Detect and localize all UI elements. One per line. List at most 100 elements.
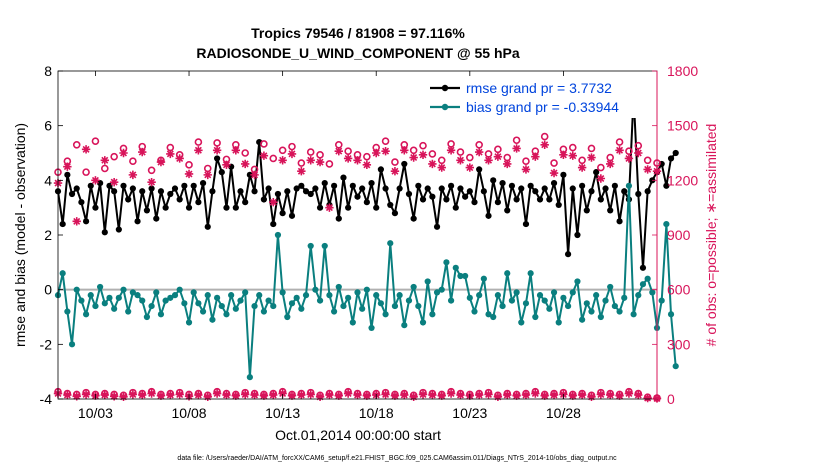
bias-point: [73, 286, 80, 293]
obs-bottom-assimilated-marker: [390, 391, 400, 400]
obs-assimilated-marker: [222, 160, 231, 170]
legend-rmse-label: rmse grand pr = 3.7732: [466, 80, 612, 96]
bias-point: [106, 294, 113, 301]
rmse-point: [667, 155, 675, 162]
obs-assimilated-marker: [109, 177, 119, 187]
rmse-point: [316, 204, 324, 211]
bias-point: [92, 302, 99, 310]
rmse-point: [433, 223, 441, 230]
obs-assimilated-marker: [175, 154, 184, 163]
bias-point: [644, 275, 651, 282]
bias-point: [101, 300, 108, 307]
rmse-point: [359, 185, 366, 192]
obs-possible-marker: [129, 157, 137, 165]
bias-point: [560, 294, 567, 301]
obs-assimilated-marker: [259, 151, 269, 160]
rmse-point: [284, 188, 291, 195]
bias-point: [433, 289, 441, 296]
rmse-point: [354, 193, 361, 200]
obs-assimilated-marker: [606, 159, 615, 169]
obs-possible-marker: [615, 138, 624, 146]
rmse-point: [232, 204, 239, 211]
rmse-point: [518, 185, 525, 192]
obs-possible-marker: [100, 164, 109, 173]
obs-assimilated-marker: [540, 140, 549, 149]
y-left-tick-label: 2: [44, 227, 52, 243]
rmse-point: [569, 185, 576, 192]
obs-possible-marker: [466, 153, 474, 162]
bias-point: [630, 311, 637, 318]
legend: rmse grand pr = 3.7732 bias grand pr = -…: [426, 76, 652, 118]
bias-point: [377, 300, 384, 307]
legend-rmse-marker: [441, 84, 449, 92]
obs-possible-marker: [419, 141, 427, 150]
bias-point: [391, 302, 399, 310]
rmse-point: [504, 207, 511, 214]
obs-assimilated-marker: [91, 176, 100, 185]
obs-possible-marker: [316, 151, 324, 159]
bias-point: [246, 374, 253, 381]
rmse-point: [405, 190, 413, 198]
rmse-point: [265, 185, 272, 192]
bias-point: [462, 272, 469, 280]
obs-possible-marker: [634, 141, 643, 150]
rmse-point: [508, 182, 516, 189]
bias-point: [579, 316, 586, 323]
obs-possible-marker: [91, 137, 100, 145]
obs-bottom-assimilated-marker: [643, 393, 652, 403]
bias-point: [480, 275, 487, 282]
bias-point: [307, 242, 314, 250]
rmse-point: [181, 182, 188, 189]
bias-point: [120, 286, 127, 293]
obs-assimilated-marker: [549, 168, 559, 178]
rmse-point: [298, 182, 305, 189]
bias-point: [129, 289, 136, 296]
obs-bottom-assimilated-marker: [334, 391, 343, 400]
rmse-point: [162, 204, 169, 211]
bias-point: [162, 297, 169, 304]
obs-bottom-assimilated-marker: [166, 390, 175, 400]
bias-point: [293, 294, 300, 301]
bias-point: [157, 311, 165, 318]
obs-assimilated-marker: [72, 217, 81, 226]
obs-possible-marker: [306, 148, 315, 156]
obs-assimilated-marker: [156, 157, 166, 167]
obs-possible-marker: [381, 137, 390, 145]
rmse-point: [82, 218, 90, 225]
bias-point: [667, 311, 675, 318]
rmse-point: [153, 215, 160, 222]
bias-point: [153, 289, 160, 296]
obs-possible-marker: [213, 139, 221, 147]
bias-point: [302, 292, 310, 299]
obs-bottom-assimilated-marker: [128, 390, 138, 399]
obs-assimilated-marker: [484, 156, 493, 165]
obs-bottom-assimilated-marker: [194, 390, 203, 400]
obs-bottom-assimilated-marker: [446, 389, 456, 398]
rmse-point: [443, 196, 450, 203]
obs-possible-marker: [278, 146, 287, 155]
bias-point: [312, 286, 319, 293]
rmse-point: [125, 196, 132, 203]
rmse-point: [148, 185, 155, 192]
legend-bias-label: bias grand pr = -0.33944: [466, 99, 619, 115]
obs-possible-marker: [484, 150, 493, 158]
rmse-point: [218, 169, 225, 176]
rmse-point: [59, 220, 66, 228]
bias-point: [616, 308, 623, 315]
obs-assimilated-marker: [269, 198, 278, 207]
bias-point: [536, 292, 544, 299]
rmse-point: [471, 199, 478, 206]
obs-bottom-assimilated-marker: [456, 390, 465, 400]
rmse-point: [447, 182, 455, 189]
rmse-point: [550, 179, 558, 187]
obs-possible-marker: [147, 166, 156, 175]
obs-assimilated-marker: [577, 163, 587, 172]
obs-assimilated-marker: [390, 167, 400, 176]
obs-possible-marker: [344, 147, 352, 155]
rmse-point: [270, 220, 277, 228]
obs-possible-marker: [550, 159, 558, 167]
obs-bottom-assimilated-marker: [297, 390, 306, 400]
rmse-point: [466, 188, 473, 195]
rmse-point: [349, 182, 356, 189]
obs-assimilated-marker: [493, 152, 503, 161]
